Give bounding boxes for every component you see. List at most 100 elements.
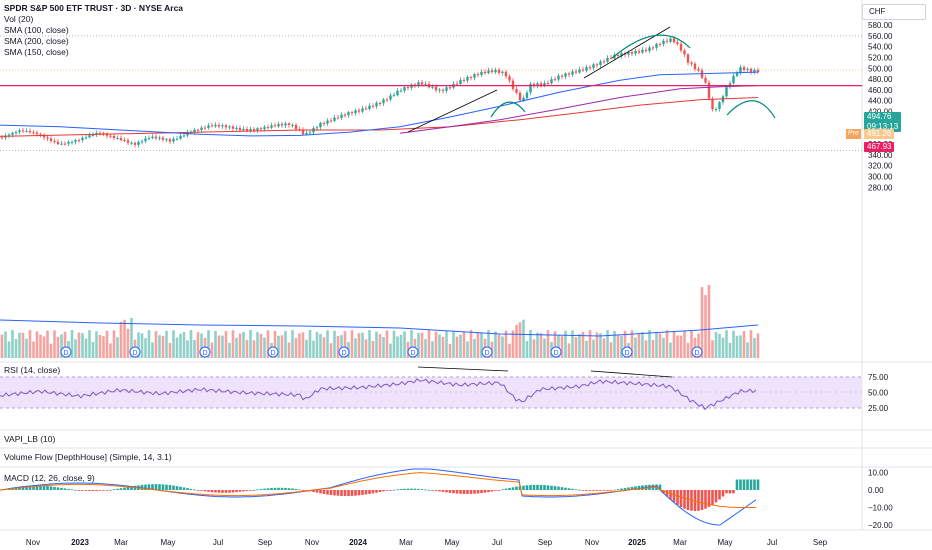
time-tick-label: 2024 [349,538,367,547]
volume-bar [602,338,606,358]
volume-bar [60,334,63,358]
volume-bar [158,335,161,358]
macd-histogram-bar [581,490,585,491]
legend-vol[interactable]: Vol (20) [4,14,34,24]
volume-bar [154,331,158,358]
volume-bar [140,333,144,358]
volume-bar [49,343,53,358]
candle-body [672,38,676,43]
macd-histogram-bar [343,490,347,497]
candle-body [196,129,200,131]
macd-histogram-bar [112,489,116,491]
candle-body [266,126,270,128]
macd-histogram-bar [221,490,224,493]
pre-market-price: 491.26 [864,129,895,139]
volume-bar [168,343,172,358]
legend-sma200[interactable]: SMA (200, close) [4,36,69,46]
volume-bar [238,333,242,358]
macd-histogram-bar [546,485,550,490]
candle-body [193,129,196,132]
candle-body [319,122,322,128]
macd-axis: 10.00 0.00 −10.00 −20.00 [868,469,893,531]
candle-body [466,76,469,81]
candle-body [669,38,672,42]
volume-flow-label[interactable]: Volume Flow [DepthHouse] (Simple, 14, 3.… [4,452,172,462]
macd-label[interactable]: MACD (12, 26, close, 9) [4,473,95,483]
candle-body [291,124,294,126]
volume-bar [417,332,420,358]
sma-150-line [399,85,759,134]
legend-sma100[interactable]: SMA (100, close) [4,25,69,35]
candle-body [277,124,280,127]
macd-histogram-bar [200,490,203,491]
rsi-label[interactable]: RSI (14, close) [4,365,61,375]
macd-histogram-bar [298,489,301,491]
volume-bar [641,331,644,358]
macd-histogram-bar [746,479,749,490]
candle-body [382,99,385,104]
vapi-label[interactable]: VAPI_LB (10) [4,434,56,444]
candle-body [459,79,462,84]
volume-bar [18,332,21,358]
candle-body [357,110,361,112]
currency-selector[interactable]: CHF [862,4,926,20]
macd-histogram-bar [732,490,735,494]
candle-body [158,137,161,139]
volume-bar [609,342,613,358]
macd-histogram-bar [109,489,112,491]
macd-histogram-bar [263,488,266,490]
macd-tick-label: −10.00 [868,504,893,513]
legend-sma150[interactable]: SMA (150, close) [4,47,69,57]
candle-body [11,132,14,135]
macd-histogram-bar [501,489,504,491]
macd-histogram-bar [21,486,25,490]
macd-histogram-bar [42,485,46,490]
volume-bar [42,336,46,358]
symbol-title[interactable]: SPDR S&P 500 ETF TRUST · 3D · NYSE Arca [4,3,184,13]
macd-histogram-bar [399,489,403,490]
candle-body [399,90,403,92]
macd-tick-label: 0.00 [868,486,884,495]
candle-body [651,47,655,49]
macd-histogram-bar [333,490,336,496]
macd-histogram-bar [567,488,571,490]
volume-bar [56,336,60,358]
candle-body [322,122,326,124]
candle-body [280,124,284,126]
volume-bar [459,334,462,358]
trendline [407,89,498,133]
macd-histogram-bar [130,486,133,490]
candle-body [564,73,567,77]
macd-histogram [0,479,760,511]
macd-histogram-bar [602,490,606,491]
macd-histogram-bar [424,489,427,491]
macd-histogram-bar [739,479,742,490]
volume-bar [291,330,294,358]
macd-histogram-bar [105,490,109,491]
volume-bar [578,334,581,358]
candle-body [217,124,221,127]
volume-bar [686,342,690,358]
volume-bar [224,330,228,358]
candle-body [63,143,67,145]
candle-body [627,52,630,55]
macd-histogram-bar [270,488,273,490]
candle-body [539,83,543,86]
macd-histogram-bar [375,490,378,493]
candle-body [735,73,739,76]
price-tick-label: 480.00 [868,75,893,84]
macd-signal-line [0,472,756,508]
candle-body [602,61,606,63]
volume-bar [511,330,515,358]
volume-bar [189,330,193,358]
candle-body [130,142,133,144]
macd-histogram-bar [77,490,81,491]
volume-bar [679,335,683,358]
macd-histogram-bar [196,490,200,491]
macd-histogram-bar [81,490,84,491]
macd-histogram-bar [417,488,420,490]
macd-histogram-bar [539,484,543,490]
candle-body [21,130,25,132]
volume-bar [123,319,126,358]
